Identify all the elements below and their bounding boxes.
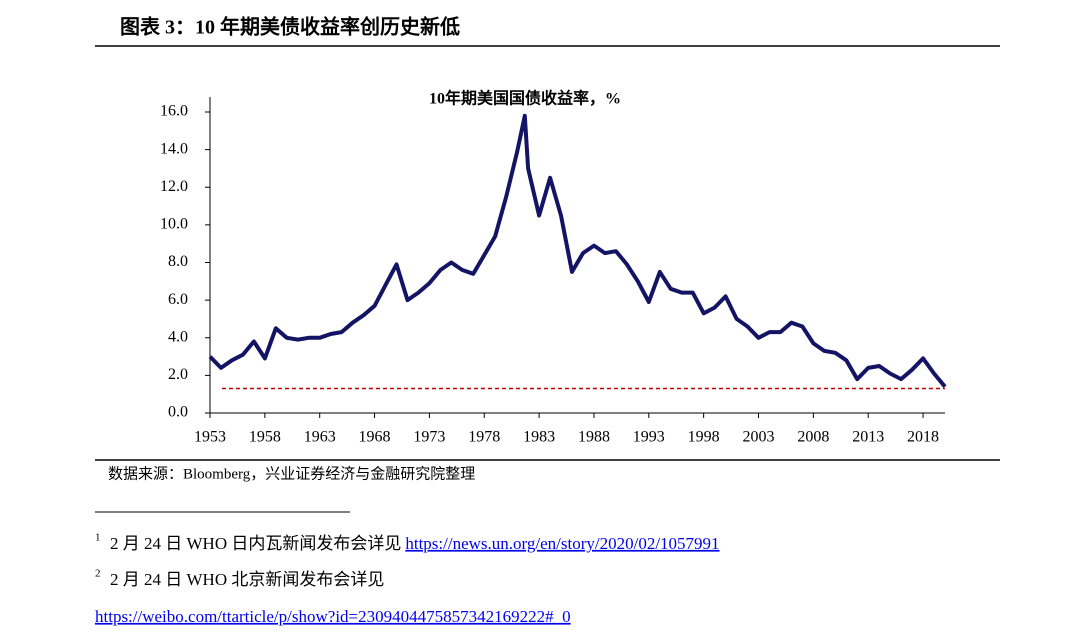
y-tick-label: 10.0 <box>160 216 188 233</box>
x-tick-label: 2003 <box>743 429 775 446</box>
x-tick-label: 1988 <box>578 429 610 446</box>
footnote-link[interactable]: https://news.un.org/en/story/2020/02/105… <box>405 534 719 553</box>
x-tick-label: 1983 <box>523 429 555 446</box>
y-tick-label: 0.0 <box>168 404 188 421</box>
source: 数据来源：Bloomberg，兴业证券经济与金融研究院整理 <box>108 464 475 482</box>
x-tick-label: 2013 <box>852 429 884 446</box>
y-tick-label: 2.0 <box>168 366 188 383</box>
y-tick-label: 16.0 <box>160 103 188 120</box>
footnote-text: 2 月 24 日 WHO 日内瓦新闻发布会详见 <box>110 534 401 553</box>
x-tick-label: 1998 <box>688 429 720 446</box>
x-tick-label: 1973 <box>413 429 445 446</box>
footnote-marker: 1 <box>95 532 101 544</box>
x-tick-label: 2008 <box>797 429 829 446</box>
chart-title: 10年期美国国债收益率，% <box>429 89 621 108</box>
y-tick-label: 6.0 <box>168 291 188 308</box>
x-tick-label: 1968 <box>359 429 391 446</box>
y-tick-label: 4.0 <box>168 328 188 345</box>
x-tick-label: 1958 <box>249 429 281 446</box>
footnote-link[interactable]: https://weibo.com/ttarticle/p/show?id=23… <box>95 607 571 626</box>
x-tick-label: 1978 <box>468 429 500 446</box>
y-tick-label: 14.0 <box>160 140 188 157</box>
header-title: 图表 3：10 年期美债收益率创历史新低 <box>120 15 460 39</box>
y-tick-label: 12.0 <box>160 178 188 195</box>
x-tick-label: 1953 <box>194 429 226 446</box>
x-tick-label: 2018 <box>907 429 939 446</box>
y-tick-label: 8.0 <box>168 253 188 270</box>
footnote-marker: 2 <box>95 568 101 580</box>
footnote-text: 2 月 24 日 WHO 北京新闻发布会详见 <box>110 570 384 589</box>
x-tick-label: 1963 <box>304 429 336 446</box>
x-tick-label: 1993 <box>633 429 665 446</box>
yield-line <box>208 113 947 388</box>
